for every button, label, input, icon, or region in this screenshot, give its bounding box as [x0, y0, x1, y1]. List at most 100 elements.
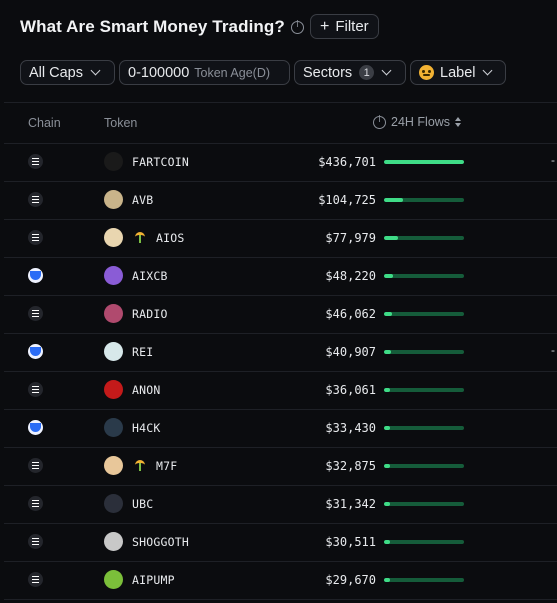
- solana-chain-icon: [28, 382, 43, 397]
- filter-button-label: Filter: [335, 18, 369, 35]
- smart-money-table: Chain Token 24H Flows FARTCOIN $436,701 - A…: [4, 102, 557, 600]
- token-symbol[interactable]: AIOS: [156, 231, 185, 245]
- flow-bar-fill: [384, 236, 399, 240]
- sort-icon[interactable]: [455, 117, 462, 127]
- flow-bar: [384, 540, 464, 544]
- token-avatar: [104, 228, 123, 247]
- solana-chain-icon: [28, 192, 43, 207]
- flow-amount: $40,907: [325, 345, 376, 359]
- flow-bar: [384, 274, 464, 278]
- table-row[interactable]: SHOGGOTH $30,511: [4, 524, 557, 562]
- token-symbol[interactable]: AIXCB: [132, 269, 168, 283]
- label-dropdown-label: Label: [440, 64, 476, 81]
- token-symbol[interactable]: M7F: [156, 459, 178, 473]
- flow-bar: [384, 502, 464, 506]
- table-row[interactable]: ANON $36,061: [4, 372, 557, 410]
- flow-amount: $104,725: [318, 193, 376, 207]
- token-symbol[interactable]: AIPUMP: [132, 573, 175, 587]
- flow-bar: [384, 312, 464, 316]
- sectors-dropdown-label: Sectors: [303, 64, 353, 81]
- flow-amount: $36,061: [325, 383, 376, 397]
- flow-bar-fill: [384, 312, 392, 316]
- flow-bar-fill: [384, 464, 390, 468]
- sprout-icon: [134, 230, 146, 244]
- filter-button[interactable]: + Filter: [310, 14, 379, 39]
- token-avatar: [104, 380, 123, 399]
- plus-icon: +: [320, 17, 330, 35]
- solana-chain-icon: [28, 230, 43, 245]
- token-symbol[interactable]: ANON: [132, 383, 161, 397]
- table-row[interactable]: H4CK $33,430: [4, 410, 557, 448]
- caps-dropdown-label: All Caps: [29, 64, 83, 81]
- token-avatar: [104, 190, 123, 209]
- token-avatar: [104, 266, 123, 285]
- flow-bar: [384, 160, 464, 164]
- token-symbol[interactable]: SHOGGOTH: [132, 535, 189, 549]
- solana-chain-icon: [28, 458, 43, 473]
- table-body: FARTCOIN $436,701- AVB $104,725 AIOS $77,979 A…: [4, 144, 557, 600]
- table-row[interactable]: M7F $32,875: [4, 448, 557, 486]
- table-header: Chain Token 24H Flows: [4, 102, 557, 144]
- sectors-count-badge: 1: [359, 65, 375, 80]
- flow-amount: $77,979: [325, 231, 376, 245]
- page-title: What Are Smart Money Trading?: [20, 17, 285, 36]
- token-avatar: [104, 570, 123, 589]
- flow-bar-fill: [384, 540, 390, 544]
- solana-chain-icon: [28, 534, 43, 549]
- smiley-icon: [419, 65, 434, 80]
- token-symbol[interactable]: RADIO: [132, 307, 168, 321]
- flow-bar-fill: [384, 274, 393, 278]
- column-header-flows-label: 24H Flows: [391, 115, 451, 129]
- chevron-down-icon: [381, 65, 392, 76]
- base-chain-icon: [28, 344, 43, 359]
- chevron-down-icon: [483, 65, 493, 76]
- flow-amount: $31,342: [325, 497, 376, 511]
- token-avatar: [104, 418, 123, 437]
- token-avatar: [104, 532, 123, 551]
- flow-bar-fill: [384, 350, 392, 354]
- token-symbol[interactable]: H4CK: [132, 421, 161, 435]
- info-icon[interactable]: [373, 115, 386, 129]
- sectors-dropdown[interactable]: Sectors 1: [294, 60, 406, 85]
- caps-dropdown[interactable]: All Caps: [20, 60, 115, 85]
- token-age-label: Token Age(D): [194, 65, 271, 80]
- flow-bar: [384, 236, 464, 240]
- label-dropdown[interactable]: Label: [410, 60, 506, 85]
- flow-amount: $436,701: [318, 155, 376, 169]
- flow-bar: [384, 350, 464, 354]
- table-row[interactable]: UBC $31,342: [4, 486, 557, 524]
- token-avatar: [104, 152, 123, 171]
- token-symbol[interactable]: UBC: [132, 497, 154, 511]
- base-chain-icon: [28, 268, 43, 283]
- flow-bar-fill: [384, 426, 391, 430]
- flow-amount: $30,511: [325, 535, 376, 549]
- trailing-value: -: [551, 153, 555, 167]
- column-header-flows[interactable]: 24H Flows: [373, 115, 462, 129]
- token-avatar: [104, 456, 123, 475]
- table-row[interactable]: REI $40,907 -: [4, 334, 557, 372]
- trailing-value: -: [551, 343, 555, 357]
- column-header-token: Token: [104, 116, 138, 130]
- token-symbol[interactable]: FARTCOIN: [132, 155, 189, 169]
- table-row[interactable]: RADIO $46,062: [4, 296, 557, 334]
- flow-bar-fill: [384, 578, 390, 582]
- flow-bar-fill: [384, 160, 464, 164]
- flow-bar-fill: [384, 502, 390, 506]
- solana-chain-icon: [28, 154, 43, 169]
- flow-amount: $29,670: [325, 573, 376, 587]
- solana-chain-icon: [28, 306, 43, 321]
- table-row[interactable]: AIPUMP $29,670: [4, 562, 557, 600]
- token-symbol[interactable]: REI: [132, 345, 154, 359]
- table-row[interactable]: AVB $104,725: [4, 182, 557, 220]
- table-row[interactable]: FARTCOIN $436,701 -: [4, 144, 557, 182]
- flow-amount: $32,875: [325, 459, 376, 473]
- token-avatar: [104, 304, 123, 323]
- token-symbol[interactable]: AVB: [132, 193, 154, 207]
- chevron-down-icon: [90, 65, 101, 76]
- info-icon[interactable]: [290, 20, 304, 34]
- table-row[interactable]: AIOS $77,979: [4, 220, 557, 258]
- token-age-filter[interactable]: 0-100000 Token Age(D): [119, 60, 290, 85]
- table-row[interactable]: AIXCB $48,220: [4, 258, 557, 296]
- flow-bar: [384, 578, 464, 582]
- page-header: What Are Smart Money Trading?: [20, 14, 304, 40]
